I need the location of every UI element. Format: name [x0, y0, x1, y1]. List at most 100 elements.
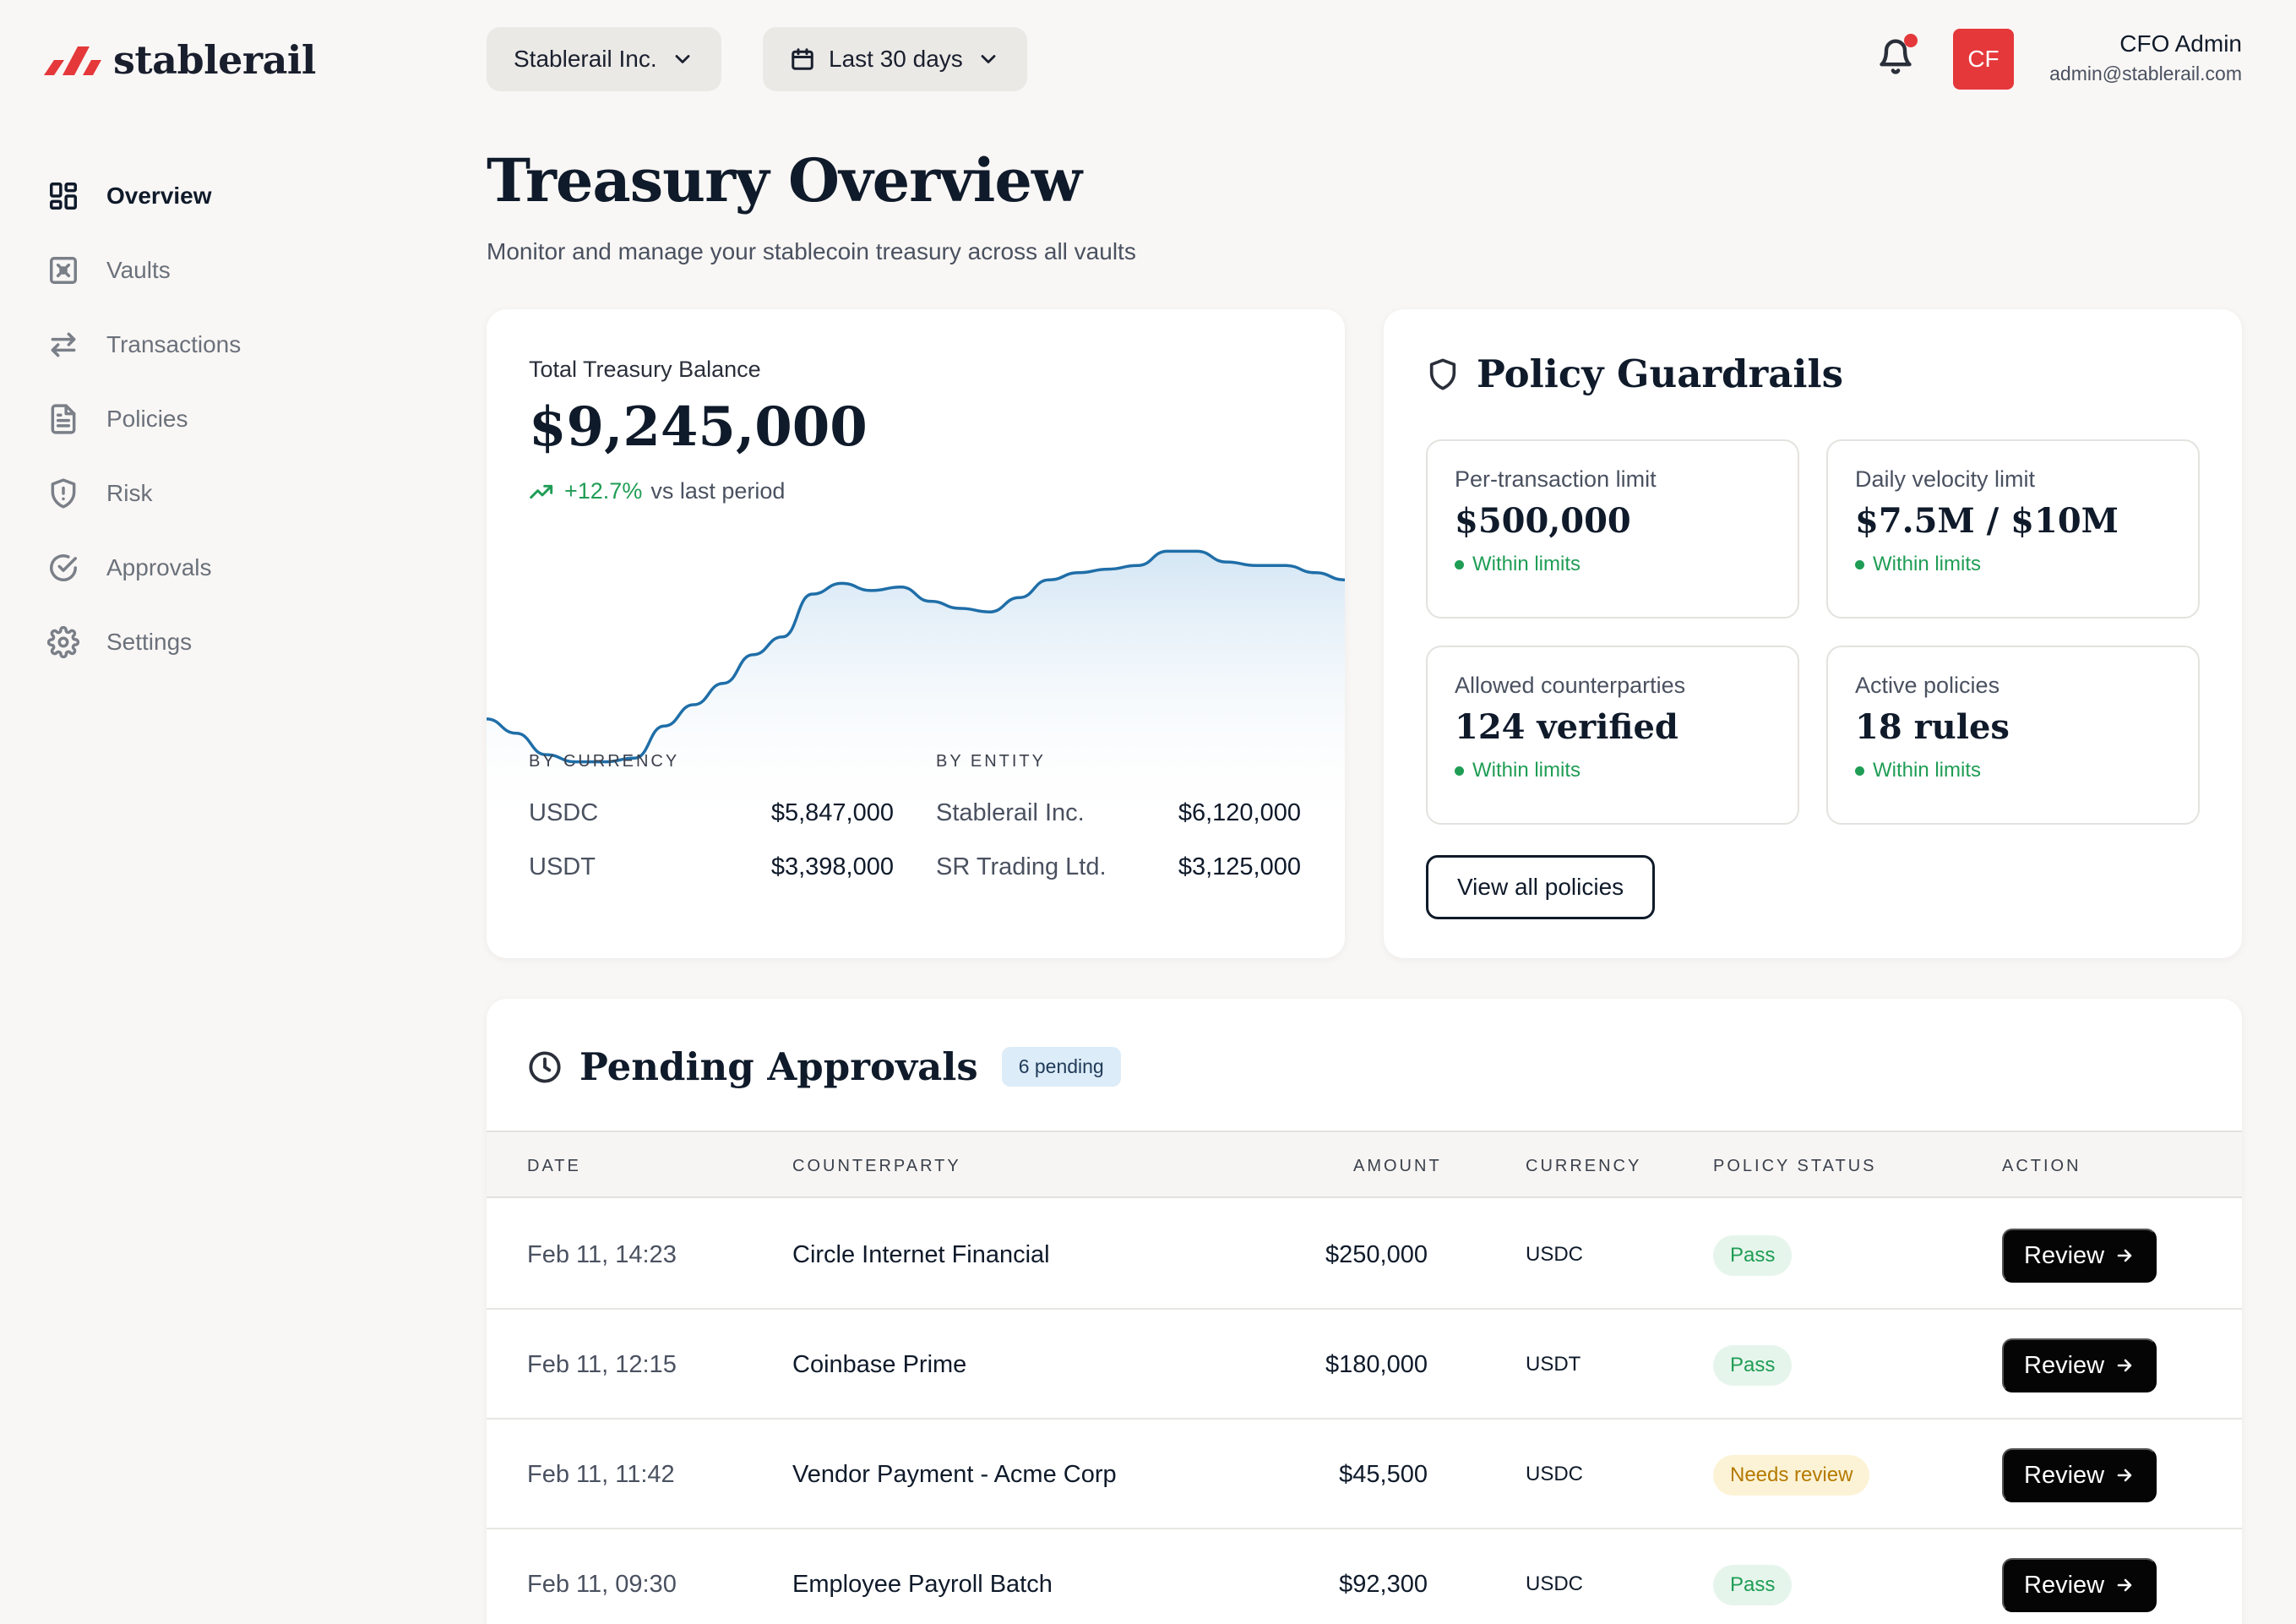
entity-row: SR Trading Ltd. $3,125,000: [936, 853, 1301, 881]
column-header-counterparty[interactable]: COUNTERPARTY: [792, 1157, 961, 1175]
review-button[interactable]: Review: [2002, 1338, 2157, 1392]
clock-icon: [529, 1050, 561, 1083]
table-row: Feb 11, 11:42 Vendor Payment - Acme Corp $…: [487, 1420, 2242, 1529]
balance-change-suffix: vs last period: [650, 478, 786, 504]
sidebar-nav: Overview Vaults Transactions Policies Ri…: [46, 159, 400, 679]
currency-name: USDT: [529, 853, 596, 880]
period-selector-label: Last 30 days: [829, 46, 963, 72]
cell-counterparty: Vendor Payment - Acme Corp: [792, 1461, 1117, 1488]
org-selector[interactable]: Stablerail Inc.: [487, 27, 721, 91]
chevron-down-icon: [981, 55, 996, 63]
cell-currency: USDT: [1526, 1353, 1581, 1376]
period-selector[interactable]: Last 30 days: [763, 27, 1027, 91]
column-header-date[interactable]: DATE: [527, 1157, 581, 1175]
status-dot: [1855, 559, 1864, 569]
policy-value: $7.5M / $10M: [1855, 501, 2119, 541]
policy-status: Within limits: [1455, 759, 1771, 782]
arrow-right-icon: [2117, 1359, 2132, 1372]
balance-card: Total Treasury Balance $9,245,000 +12.7%…: [487, 309, 1345, 958]
arrow-right-icon: [2117, 1469, 2132, 1482]
balance-label: Total Treasury Balance: [529, 357, 761, 382]
by-entity-heading: BY ENTITY: [936, 752, 1046, 771]
review-button[interactable]: Review: [2002, 1229, 2157, 1283]
entity-name: SR Trading Ltd.: [936, 853, 1107, 880]
balance-amount: $9,245,000: [529, 395, 868, 459]
policy-status: Within limits: [1855, 553, 2171, 576]
logo[interactable]: stablerail: [37, 37, 316, 83]
policy-card-counterparties[interactable]: Allowed counterparties 124 verified With…: [1426, 646, 1799, 825]
user-info[interactable]: CFO Admin admin@stablerail.com: [2049, 30, 2242, 85]
logo-mark-icon: [44, 46, 101, 75]
status-dot: [1455, 766, 1464, 776]
review-button-label: Review: [2024, 1571, 2105, 1599]
balance-trend-line: [487, 549, 1345, 764]
entity-value: $6,120,000: [1178, 799, 1301, 826]
column-header-amount[interactable]: AMOUNT: [1353, 1157, 1442, 1175]
sidebar-item-overview[interactable]: Overview: [46, 159, 400, 233]
column-header-action: ACTION: [2002, 1157, 2081, 1175]
shield-icon: [1429, 358, 1456, 390]
balance-change-percent: +12.7%: [564, 478, 643, 504]
policy-status-badge: Pass: [1713, 1235, 1793, 1276]
page-subtitle: Monitor and manage your stablecoin treas…: [487, 238, 1136, 264]
policy-status-badge: Needs review: [1713, 1455, 1870, 1496]
currency-name: USDC: [529, 799, 599, 826]
policy-status: Within limits: [1855, 759, 2171, 782]
org-selector-label: Stablerail Inc.: [514, 46, 657, 72]
logo-text: stablerail: [113, 37, 316, 83]
column-header-policy-status[interactable]: POLICY STATUS: [1713, 1157, 1877, 1175]
cell-counterparty: Circle Internet Financial: [792, 1241, 1050, 1268]
table-row: Feb 11, 14:23 Circle Internet Financial $2…: [487, 1200, 2242, 1310]
policy-status-text: Within limits: [1873, 553, 1982, 575]
currency-row: USDC $5,847,000: [529, 799, 894, 827]
policy-value: $500,000: [1455, 501, 1631, 541]
sidebar-item-risk[interactable]: Risk: [46, 456, 400, 531]
notifications-button[interactable]: [1877, 34, 1918, 79]
sidebar-item-approvals[interactable]: Approvals: [46, 531, 400, 605]
cell-date: Feb 11, 14:23: [527, 1241, 677, 1268]
policy-title: Policy Guardrails: [1477, 352, 1843, 396]
sidebar-item-transactions[interactable]: Transactions: [46, 308, 400, 382]
entity-name: Stablerail Inc.: [936, 799, 1085, 826]
sidebar-item-settings[interactable]: Settings: [46, 605, 400, 679]
policy-status-text: Within limits: [1472, 553, 1581, 575]
sidebar-item-vaults[interactable]: Vaults: [46, 233, 400, 308]
avatar[interactable]: CF: [1953, 29, 2014, 90]
review-button[interactable]: Review: [2002, 1558, 2157, 1612]
status-dot: [1855, 766, 1864, 776]
review-button-label: Review: [2024, 1461, 2105, 1489]
cell-amount: $250,000: [1325, 1241, 1428, 1268]
view-all-policies-button[interactable]: View all policies: [1426, 855, 1656, 919]
cell-amount: $92,300: [1339, 1571, 1428, 1598]
user-name: CFO Admin: [2119, 30, 2242, 57]
policy-card-daily-velocity[interactable]: Daily velocity limit $7.5M / $10M Within…: [1826, 439, 2200, 619]
user-email: admin@stablerail.com: [2049, 63, 2242, 84]
entity-value: $3,125,000: [1178, 853, 1301, 880]
policy-guardrails-card: Policy Guardrails Per-transaction limit …: [1384, 309, 2242, 958]
policy-card-active-policies[interactable]: Active policies 18 rules Within limits: [1826, 646, 2200, 825]
arrow-right-icon: [2117, 1578, 2132, 1592]
sidebar-item-label: Policies: [106, 406, 188, 432]
chevron-down-icon: [675, 55, 690, 63]
column-header-currency[interactable]: CURRENCY: [1526, 1157, 1642, 1175]
sidebar-item-label: Transactions: [106, 331, 242, 357]
trend-up-icon: [530, 484, 553, 499]
calendar-icon: [792, 48, 813, 70]
policy-value: 18 rules: [1855, 707, 2010, 747]
arrows-swap-icon: [46, 327, 81, 362]
sidebar-item-label: Risk: [106, 480, 153, 506]
policy-card-per-transaction[interactable]: Per-transaction limit $500,000 Within li…: [1426, 439, 1799, 619]
policy-label: Per-transaction limit: [1455, 466, 1657, 492]
bell-icon: [1880, 39, 1912, 74]
pending-approvals-card: Pending Approvals 6 pending DATE COUNTER…: [487, 999, 2242, 1624]
sidebar-item-policies[interactable]: Policies: [46, 382, 400, 456]
sidebar-item-label: Settings: [106, 629, 193, 655]
pending-count-badge: 6 pending: [1001, 1047, 1121, 1087]
by-currency-heading: BY CURRENCY: [529, 752, 680, 771]
cell-counterparty: Employee Payroll Batch: [792, 1571, 1053, 1598]
notification-dot: [1904, 34, 1918, 47]
cell-date: Feb 11, 09:30: [527, 1571, 677, 1598]
sidebar-item-label: Vaults: [106, 257, 171, 283]
review-button-label: Review: [2024, 1351, 2105, 1379]
review-button[interactable]: Review: [2002, 1448, 2157, 1502]
